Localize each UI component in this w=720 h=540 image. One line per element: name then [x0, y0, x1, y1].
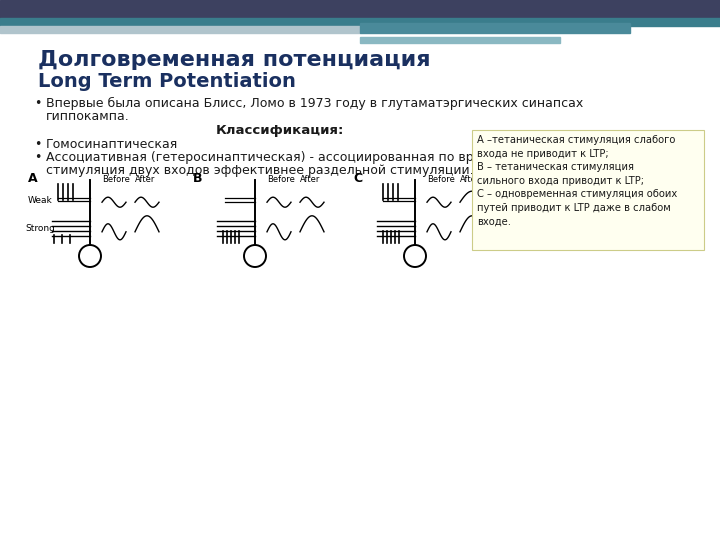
Text: Гомосинаптическая: Гомосинаптическая	[46, 138, 179, 151]
Circle shape	[244, 245, 266, 267]
Text: стимуляция двух входов эффективнее раздельной стимуляции.: стимуляция двух входов эффективнее разде…	[46, 164, 474, 177]
Text: Ассоциативная (гетеросинаптическая) - ассоциированная по времени слабая: Ассоциативная (гетеросинаптическая) - ас…	[46, 151, 564, 164]
Text: Long Term Potentiation: Long Term Potentiation	[38, 72, 296, 91]
Text: Долговременная потенциация: Долговременная потенциация	[38, 50, 431, 70]
Circle shape	[404, 245, 426, 267]
Text: Before: Before	[102, 175, 130, 184]
Bar	[0, 26, 360, 33]
Text: Впервые была описана Блисс, Ломо в 1973 году в глутаматэргических синапсах: Впервые была описана Блисс, Ломо в 1973 …	[46, 97, 583, 110]
FancyBboxPatch shape	[472, 130, 704, 250]
Text: A: A	[28, 172, 37, 185]
Text: •: •	[34, 151, 41, 164]
Circle shape	[79, 245, 101, 267]
Bar	[360, 23, 630, 33]
Text: А –тетаническая стимуляция слабого
входа не приводит к LTP;
В – тетаническая сти: А –тетаническая стимуляция слабого входа…	[477, 135, 678, 227]
Text: Before: Before	[267, 175, 295, 184]
Bar	[0, 0, 720, 18]
Text: •: •	[34, 138, 41, 151]
Text: After: After	[460, 175, 480, 184]
Text: Классификация:: Классификация:	[216, 124, 344, 137]
Text: After: After	[300, 175, 320, 184]
Text: Before: Before	[427, 175, 455, 184]
Text: Strong: Strong	[25, 224, 55, 233]
Bar	[0, 18, 720, 26]
Text: гиппокампа.: гиппокампа.	[46, 110, 130, 123]
Text: Weak: Weak	[28, 195, 53, 205]
Text: C: C	[353, 172, 362, 185]
Text: B: B	[193, 172, 202, 185]
Bar	[360, 37, 560, 43]
Text: After: After	[135, 175, 156, 184]
Text: •: •	[34, 97, 41, 110]
